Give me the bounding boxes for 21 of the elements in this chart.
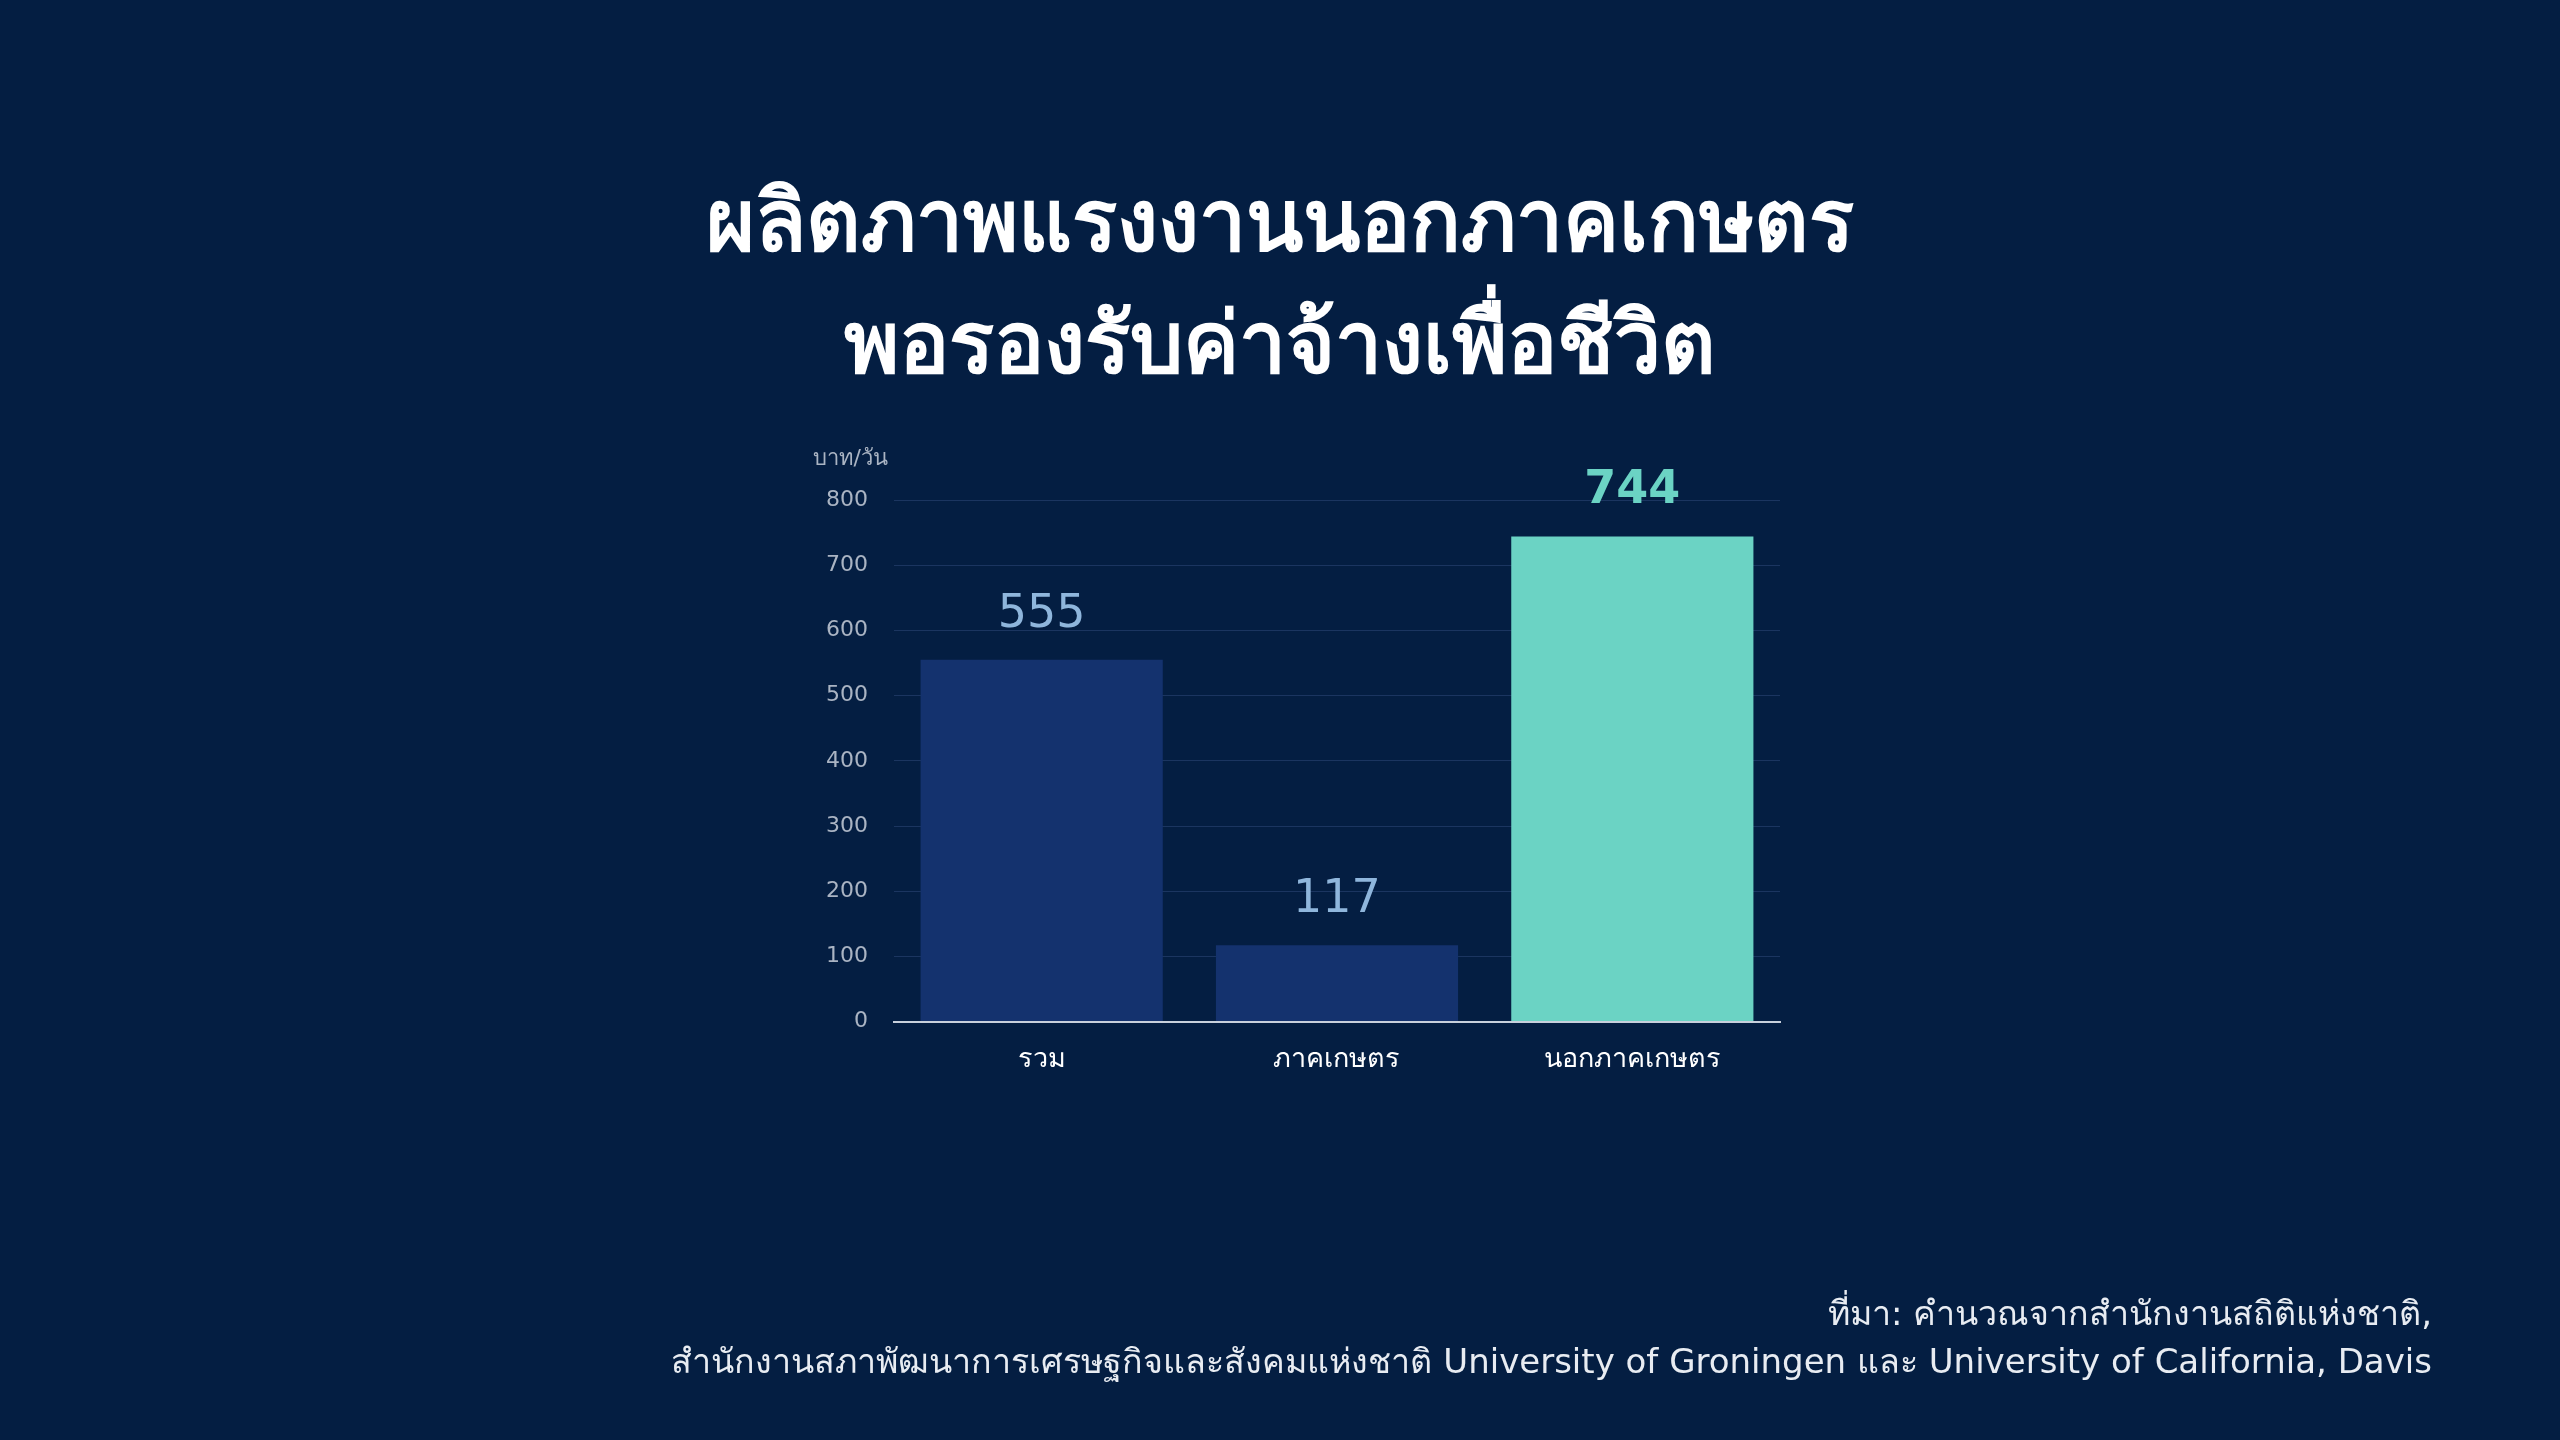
x-tick-label: นอกภาคเกษตร: [1543, 1041, 1721, 1073]
bar: [1215, 945, 1459, 1022]
data-label: 117: [1293, 869, 1381, 924]
y-tick-label: 100: [825, 942, 868, 968]
chart-title: ผลิตภาพแรงงานนอกภาคเกษตร พอรองรับค่าจ้างเพื่อชีวิต: [705, 171, 1855, 394]
x-tick-label: รวม: [1017, 1041, 1066, 1073]
bar: [1511, 536, 1754, 1022]
y-tick-label: 400: [825, 746, 868, 772]
y-tick-label: 0: [853, 1007, 868, 1033]
y-tick-label: 500: [825, 681, 868, 707]
y-tick-label: 800: [825, 485, 868, 511]
y-tick-label: 300: [825, 811, 868, 837]
y-axis-title: บาท/วัน: [812, 444, 888, 470]
x-tick-label: ภาคเกษตร: [1273, 1041, 1401, 1073]
bar: [920, 659, 1163, 1022]
y-tick-label: 200: [825, 876, 868, 902]
text: ที่มา: คำนวณจากสำนักงานสถิติแห่งชาติ, สำนักงานสภาพัฒนาการเศรษฐกิจและสังคมแห่งชาติ University of Groningen และ University of California, Davis: [671, 1289, 2432, 1384]
y-tick-label: 700: [825, 550, 868, 576]
data-label: 555: [997, 583, 1086, 638]
y-tick-label: 600: [825, 616, 868, 642]
data-label: 744: [1584, 460, 1681, 515]
